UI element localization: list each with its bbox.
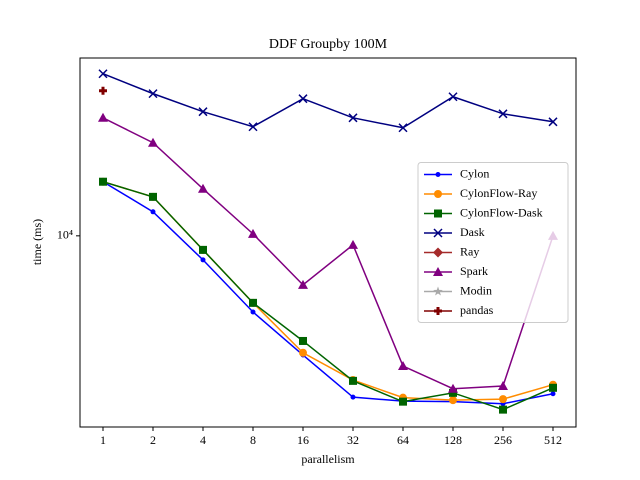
x-tick-label: 1 [100, 433, 106, 447]
marker [398, 361, 408, 371]
y-axis-label: time (ms) [30, 219, 44, 265]
legend-label: pandas [460, 303, 494, 317]
marker [449, 388, 457, 397]
marker [434, 209, 442, 218]
marker [448, 92, 458, 102]
marker [98, 112, 108, 122]
marker [248, 122, 258, 132]
marker [433, 247, 443, 258]
marker [99, 86, 107, 95]
marker [433, 228, 443, 238]
marker [149, 192, 157, 201]
marker [150, 209, 156, 215]
marker [499, 405, 507, 414]
marker [198, 107, 208, 117]
x-tick-label: 16 [297, 433, 309, 447]
marker [200, 257, 206, 263]
plot-frame [79, 57, 577, 428]
marker [198, 183, 208, 193]
marker [349, 376, 357, 385]
x-tick-label: 512 [544, 433, 562, 447]
x-axis-label: parallelism [301, 452, 355, 466]
marker [98, 69, 108, 79]
marker [248, 228, 258, 238]
marker [435, 172, 441, 177]
legend-label: Modin [460, 283, 492, 297]
marker [148, 137, 158, 147]
marker [550, 391, 556, 397]
x-tick-label: 4 [200, 433, 206, 447]
x-tick-label: 256 [494, 433, 512, 447]
marker [249, 298, 257, 307]
series-line [102, 180, 554, 411]
legend-label: Ray [460, 244, 479, 258]
x-tick-label: 64 [397, 433, 409, 447]
series-line [102, 181, 554, 405]
x-tick-label: 128 [444, 433, 462, 447]
marker [498, 109, 508, 119]
x-tick-label: 2 [150, 433, 156, 447]
marker [250, 309, 256, 315]
marker [549, 383, 557, 392]
x-tick-label: 32 [347, 433, 359, 447]
marker [99, 177, 107, 186]
marker [498, 381, 508, 391]
legend-label: Cylon [460, 166, 489, 180]
marker [348, 113, 358, 123]
marker [148, 89, 158, 99]
marker [199, 245, 207, 254]
legend-label: Dask [460, 225, 485, 239]
marker [434, 190, 442, 198]
series-line [102, 73, 554, 129]
y-tick-label: 10⁴ [57, 228, 73, 242]
marker [433, 267, 443, 276]
marker [434, 307, 442, 315]
legend-label: CylonFlow-Ray [460, 186, 537, 200]
marker [448, 383, 458, 393]
legend-box [417, 162, 569, 323]
marker [449, 396, 457, 405]
chart-title: DDF Groupby 100M [269, 37, 388, 52]
marker [299, 336, 307, 345]
marker [399, 397, 407, 406]
marker [348, 239, 358, 249]
marker [398, 123, 408, 133]
marker [299, 348, 307, 357]
marker [548, 117, 558, 127]
series-line [102, 117, 554, 390]
marker [298, 279, 308, 289]
marker [499, 395, 507, 404]
x-tick-label: 8 [250, 433, 256, 447]
legend-label: Spark [460, 264, 488, 278]
marker [298, 94, 308, 104]
marker [433, 286, 443, 296]
marker [350, 394, 356, 400]
legend-label: CylonFlow-Dask [460, 205, 543, 219]
